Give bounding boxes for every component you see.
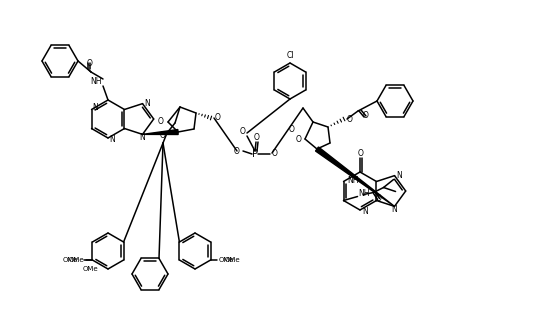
Text: NH: NH (91, 78, 102, 87)
Text: O: O (233, 146, 239, 156)
Text: O: O (288, 124, 294, 134)
Text: N: N (397, 171, 403, 180)
Text: O: O (87, 59, 93, 67)
Text: OMe: OMe (225, 257, 240, 263)
Text: NH: NH (347, 176, 359, 185)
Text: O: O (363, 112, 369, 120)
Text: N: N (392, 205, 397, 214)
Text: N: N (109, 136, 115, 144)
Text: N: N (93, 103, 98, 112)
Text: OMe: OMe (83, 266, 98, 272)
Text: NH: NH (359, 189, 370, 198)
Text: P: P (252, 149, 258, 159)
Text: O: O (376, 194, 382, 203)
Text: O: O (295, 135, 301, 143)
Text: OMe: OMe (219, 257, 234, 263)
Text: O: O (239, 128, 245, 137)
Polygon shape (316, 147, 394, 206)
Text: O: O (254, 133, 260, 141)
Text: N: N (145, 99, 150, 108)
Text: O: O (159, 131, 165, 139)
Text: OMe: OMe (69, 257, 84, 263)
Text: N: N (362, 208, 368, 216)
Text: OMe: OMe (63, 257, 78, 263)
Text: Cl: Cl (286, 52, 294, 61)
Text: O: O (358, 148, 364, 158)
Text: O: O (215, 113, 221, 121)
Text: O: O (272, 149, 278, 159)
Text: O: O (158, 117, 164, 126)
Polygon shape (143, 130, 178, 135)
Text: O: O (347, 114, 353, 123)
Text: N: N (140, 133, 145, 142)
